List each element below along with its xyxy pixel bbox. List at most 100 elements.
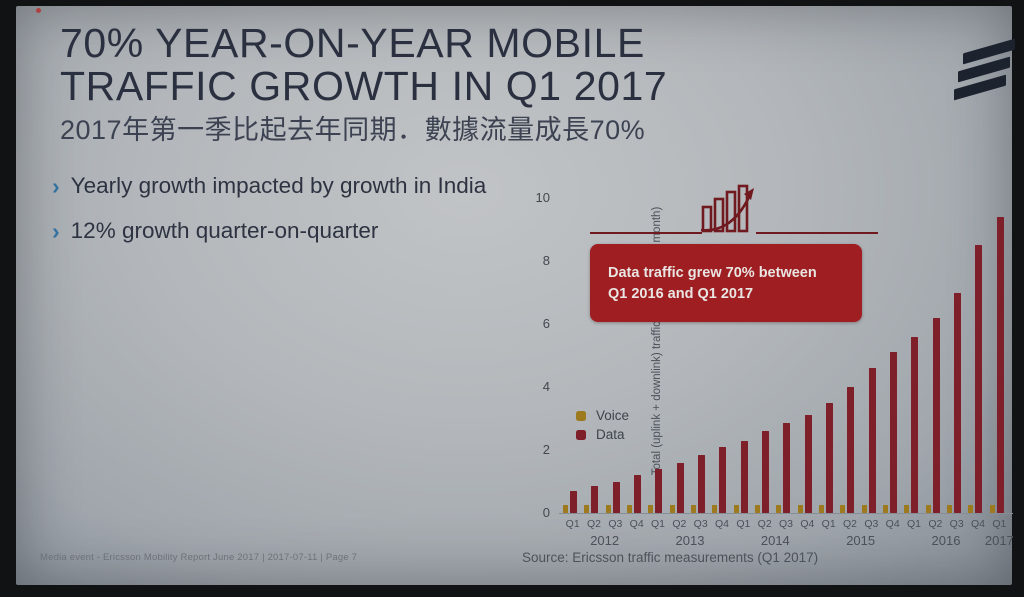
quarter-label: Q3	[949, 518, 964, 530]
quarter-label: Q1	[992, 518, 1007, 530]
voice-bar	[605, 505, 611, 513]
traffic-bar-chart: Total (uplink + downlink) traffic (ExaBy…	[500, 160, 1024, 580]
bar-group	[755, 431, 769, 513]
legend-entry: Voice	[576, 408, 629, 423]
data-bar	[570, 490, 577, 513]
bar-group	[712, 446, 727, 513]
legend-swatch	[576, 429, 586, 440]
source-note: Source: Ericsson traffic measurements (Q…	[522, 550, 819, 565]
decorative-rule-left	[590, 232, 702, 234]
data-bar	[719, 446, 727, 513]
subtitle-chinese: 2017年第一季比起去年同期．數據流量成長70%	[60, 115, 646, 145]
year-label: 2017	[984, 533, 1014, 548]
data-bar	[847, 387, 855, 513]
y-tick-label: 6	[542, 316, 550, 331]
data-bar	[804, 415, 812, 513]
footer-text: Media event - Ericsson Mobility Report J…	[40, 552, 358, 563]
quarter-label: Q3	[608, 518, 623, 530]
voice-bar	[947, 505, 952, 513]
page-title: 70% YEAR-ON-YEAR MOBILE TRAFFIC GROWTH I…	[60, 22, 667, 107]
year-label: 2015	[846, 533, 876, 548]
bar-group	[819, 402, 833, 513]
decorative-rule-right	[756, 232, 878, 234]
quarter-label: Q3	[864, 518, 879, 530]
bar-group	[563, 490, 577, 513]
data-bar	[634, 475, 641, 513]
list-item: › Yearly growth impacted by growth in In…	[52, 172, 502, 201]
voice-bar	[691, 505, 696, 513]
quarter-label: Q4	[629, 518, 644, 530]
voice-bar	[840, 505, 846, 513]
quarter-label: Q2	[672, 518, 687, 530]
voice-bar	[904, 505, 910, 513]
legend-swatch	[576, 410, 586, 421]
slide-background: 70% YEAR-ON-YEAR MOBILE TRAFFIC GROWTH I…	[16, 6, 1015, 585]
voice-bar	[776, 505, 782, 513]
data-bar	[890, 352, 897, 513]
title-line-1: 70% YEAR-ON-YEAR MOBILE	[60, 20, 645, 66]
data-bar	[826, 402, 833, 513]
y-tick-label: 10	[535, 190, 550, 205]
y-tick-label: 8	[542, 253, 550, 268]
bar-group	[925, 317, 940, 513]
bar-group	[627, 475, 641, 513]
bar-group	[776, 423, 791, 513]
bar-group	[947, 292, 961, 513]
y-tick-label: 0	[542, 505, 550, 520]
quarter-labels: Q1 Q2 Q3 Q4 Q1 Q2 Q3 Q4 Q1 Q2 Q3 Q4 Q1 Q2 Q3 Q4 Q1 Q2 Q3 Q4…	[561, 518, 1009, 532]
legend-entry: Data	[576, 427, 629, 442]
data-bar	[591, 486, 599, 513]
bar-group	[691, 454, 705, 513]
quarter-label: Q2	[842, 518, 858, 530]
quarter-label: Q1	[650, 518, 666, 530]
bar-group	[840, 387, 855, 513]
bullet-list: › Yearly growth impacted by growth in In…	[52, 172, 502, 263]
title-line-2: TRAFFIC GROWTH IN Q1 2017	[60, 62, 668, 109]
quarter-label: Q3	[693, 518, 708, 530]
voice-bar	[648, 505, 654, 513]
voice-bar	[627, 505, 632, 513]
callout-line-2: Q1 2016 and Q1 2017	[608, 286, 754, 303]
chart-legend: Voice Data	[576, 408, 629, 446]
voice-bar	[669, 505, 675, 513]
year-label: 2012	[590, 533, 620, 548]
x-axis-line	[559, 513, 1013, 514]
quarter-label: Q1	[821, 518, 836, 530]
plot-area	[561, 198, 1009, 513]
data-bar	[911, 336, 919, 513]
voice-bar	[712, 505, 718, 513]
quarter-label: Q3	[778, 518, 794, 530]
bar-group	[883, 352, 897, 513]
chevron-bullet-icon: ›	[52, 218, 60, 245]
data-bar	[932, 317, 940, 513]
legend-label: Data	[596, 427, 625, 442]
quarter-label: Q1	[906, 518, 922, 530]
quarter-label: Q2	[928, 518, 943, 530]
quarter-label: Q2	[757, 518, 772, 530]
voice-bar	[925, 505, 931, 513]
bullet-text: Yearly growth impacted by growth in Indi…	[70, 173, 487, 198]
quarter-label: Q1	[565, 518, 580, 530]
bar-group	[989, 216, 1004, 513]
voice-bar	[819, 505, 824, 513]
data-bar	[698, 454, 705, 513]
data-bar	[762, 431, 769, 513]
year-label: 2016	[931, 533, 961, 548]
year-labels: 2012 2013 2014 2015 2016 2017	[561, 533, 1014, 549]
data-bar	[975, 245, 983, 513]
year-label: 2014	[760, 533, 790, 548]
list-item: › 12% growth quarter-on-quarter	[52, 217, 502, 246]
voice-bar	[968, 505, 974, 513]
voice-bar	[733, 505, 739, 513]
voice-bar	[563, 505, 568, 513]
quarter-label: Q4	[800, 518, 815, 530]
y-tick-label: 4	[542, 379, 550, 394]
quarter-label: Q4	[885, 518, 900, 530]
data-bar	[676, 462, 684, 513]
data-bar	[996, 216, 1004, 513]
bar-group	[669, 462, 684, 513]
data-bar	[783, 423, 791, 513]
voice-bar	[861, 505, 867, 513]
chevron-bullet-icon: ›	[52, 173, 60, 199]
bar-group	[968, 245, 983, 513]
